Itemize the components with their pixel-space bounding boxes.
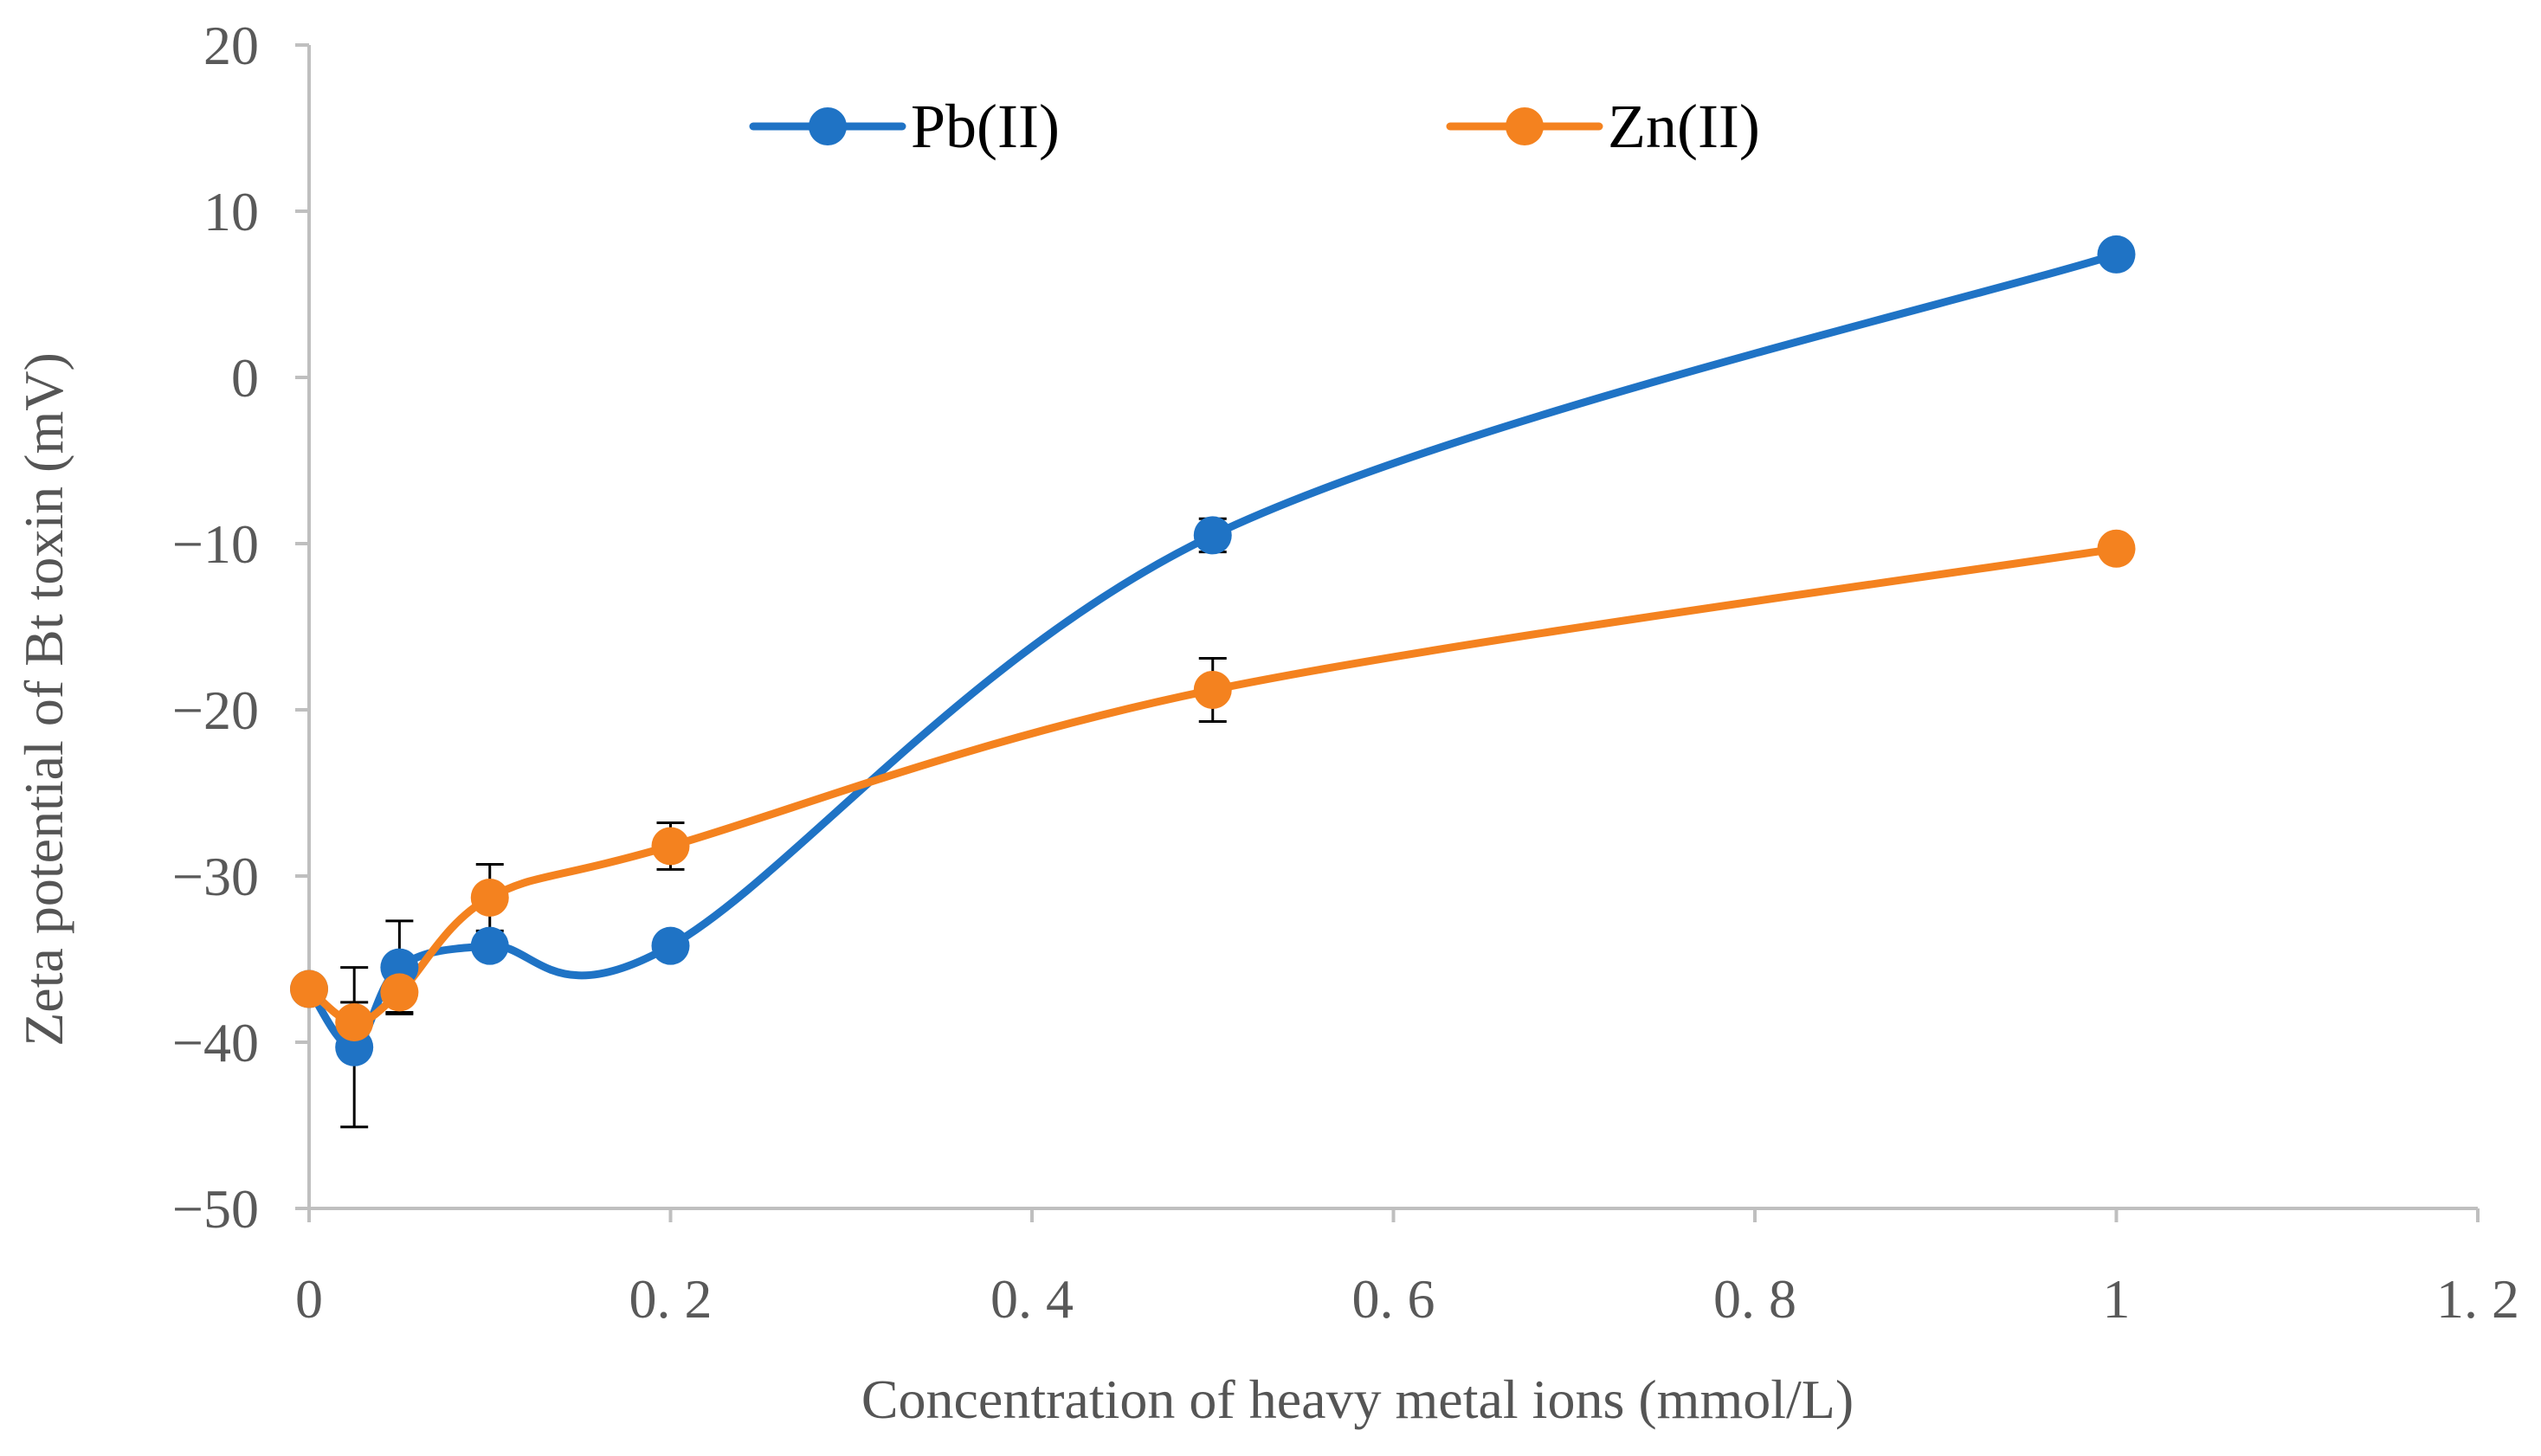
series-line-znii <box>305 544 2120 1027</box>
data-markers <box>290 235 2136 1066</box>
data-point-znii <box>290 970 328 1008</box>
legend-marker-pbii <box>809 107 847 145</box>
axes: 20 10 0 −10 −20 −30 −40 −50 0 0. 2 0. 4 0. 6 0. 8 1 1.… <box>172 15 2519 1330</box>
x-tick-label: 1 <box>2103 1268 2131 1330</box>
data-point-pbii <box>470 926 509 965</box>
legend: Pb(II) Zn(II) <box>749 92 1760 161</box>
y-tick-label: −50 <box>172 1178 259 1240</box>
x-axis-title: Concentration of heavy metal ions (mmol/… <box>861 1369 1854 1430</box>
data-point-znii <box>470 878 509 917</box>
y-tick-label: 0 <box>231 347 259 409</box>
x-tick-label: 0. 2 <box>629 1268 713 1330</box>
series-line-pbii <box>305 250 2120 1052</box>
x-tick-label: 1. 2 <box>2436 1268 2519 1330</box>
error-bars <box>340 517 1227 1129</box>
y-tick-label: −40 <box>172 1012 259 1073</box>
data-point-pbii <box>2097 235 2136 274</box>
series-lines <box>305 250 2120 1052</box>
data-point-pbii <box>1193 516 1232 555</box>
data-point-znii <box>2097 529 2136 568</box>
y-tick-label: 20 <box>203 15 259 76</box>
x-tick-label: 0. 4 <box>990 1268 1074 1330</box>
y-axis-title: Zeta potential of Bt toxin (mV) <box>13 352 74 1047</box>
legend-label-znii: Zn(II) <box>1608 92 1760 161</box>
x-tick-label: 0. 8 <box>1713 1268 1796 1330</box>
y-tick-label: −10 <box>172 513 259 575</box>
data-point-znii <box>380 973 419 1012</box>
data-point-pbii <box>651 926 690 965</box>
data-point-znii <box>1193 670 1232 709</box>
x-tick-label: 0 <box>295 1268 323 1330</box>
y-tick-label: −20 <box>172 680 259 741</box>
y-tick-label: 10 <box>203 181 259 242</box>
x-tick-label: 0. 6 <box>1352 1268 1435 1330</box>
legend-label-pbii: Pb(II) <box>911 92 1060 161</box>
y-tick-label: −30 <box>172 846 259 907</box>
data-point-znii <box>335 1002 374 1041</box>
data-point-znii <box>651 827 690 866</box>
legend-marker-znii <box>1506 107 1544 145</box>
